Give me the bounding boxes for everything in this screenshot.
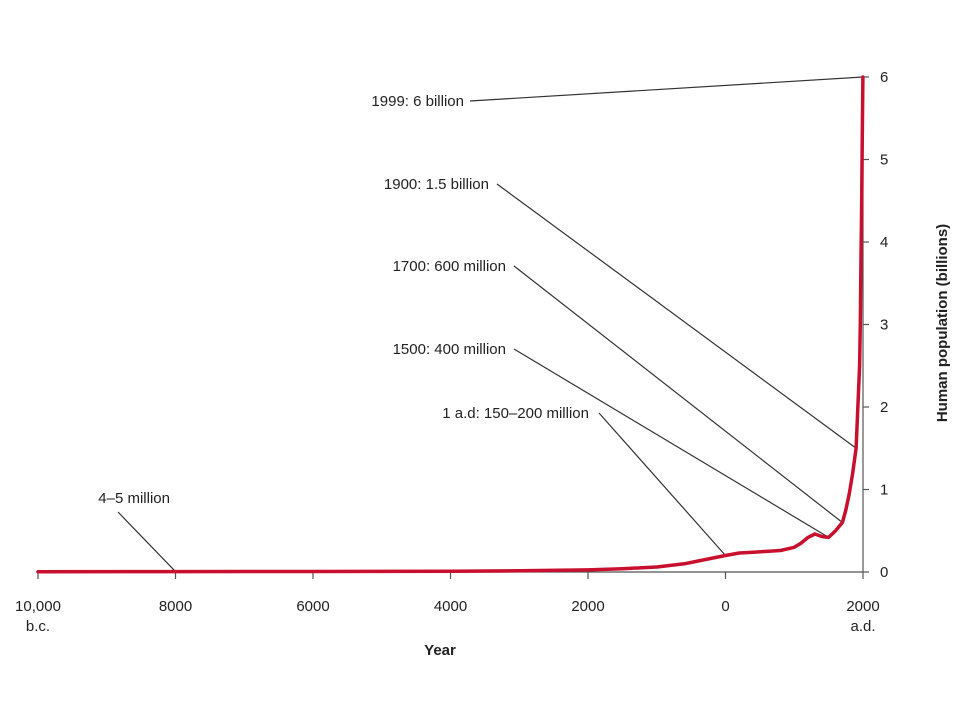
annotation-leader-line	[598, 412, 726, 556]
x-tick-sublabel: a.d.	[850, 618, 875, 635]
series-group	[36, 75, 865, 574]
x-tick-label: 8000	[159, 598, 192, 615]
x-tick-label: 6000	[296, 598, 329, 615]
annotation-leader-line	[513, 348, 829, 538]
y-tick-label: 3	[880, 317, 888, 334]
population-line	[36, 75, 865, 574]
y-tick-label: 6	[880, 69, 888, 86]
x-axis-title: Year	[424, 642, 456, 659]
annotation-leader-lines	[117, 76, 863, 573]
y-tick-label: 2	[880, 399, 888, 416]
annotation-label: 1999: 6 billion	[371, 93, 464, 110]
annotation-label: 1700: 600 million	[393, 258, 506, 275]
annotation-label: 1900: 1.5 billion	[384, 176, 489, 193]
x-tick-label: 0	[721, 598, 729, 615]
y-tick-label: 0	[880, 564, 888, 581]
x-tick-label: 4000	[434, 598, 467, 615]
annotation-label: 4–5 million	[98, 490, 170, 507]
x-tick-label: 2000	[571, 598, 604, 615]
y-tick-label: 5	[880, 152, 888, 169]
annotation-leader-line	[496, 183, 857, 449]
annotation-labels: 1999: 6 billion 1900: 1.5 billion 1700: 60…	[98, 93, 589, 507]
y-tick-label: 4	[880, 234, 888, 251]
annotation-leader-line	[117, 511, 176, 573]
annotation-leader-line	[513, 265, 843, 523]
annotation-leader-line	[469, 76, 863, 102]
annotation-label: 1 a.d: 150–200 million	[442, 405, 589, 422]
y-axis-title: Human population (billions)	[934, 224, 951, 422]
y-tick-label: 1	[880, 482, 888, 499]
annotation-label: 1500: 400 million	[393, 341, 506, 358]
x-tick-label: 10,000	[15, 598, 61, 615]
x-tick-sublabel: b.c.	[26, 618, 50, 635]
x-tick-label: 2000	[846, 598, 879, 615]
